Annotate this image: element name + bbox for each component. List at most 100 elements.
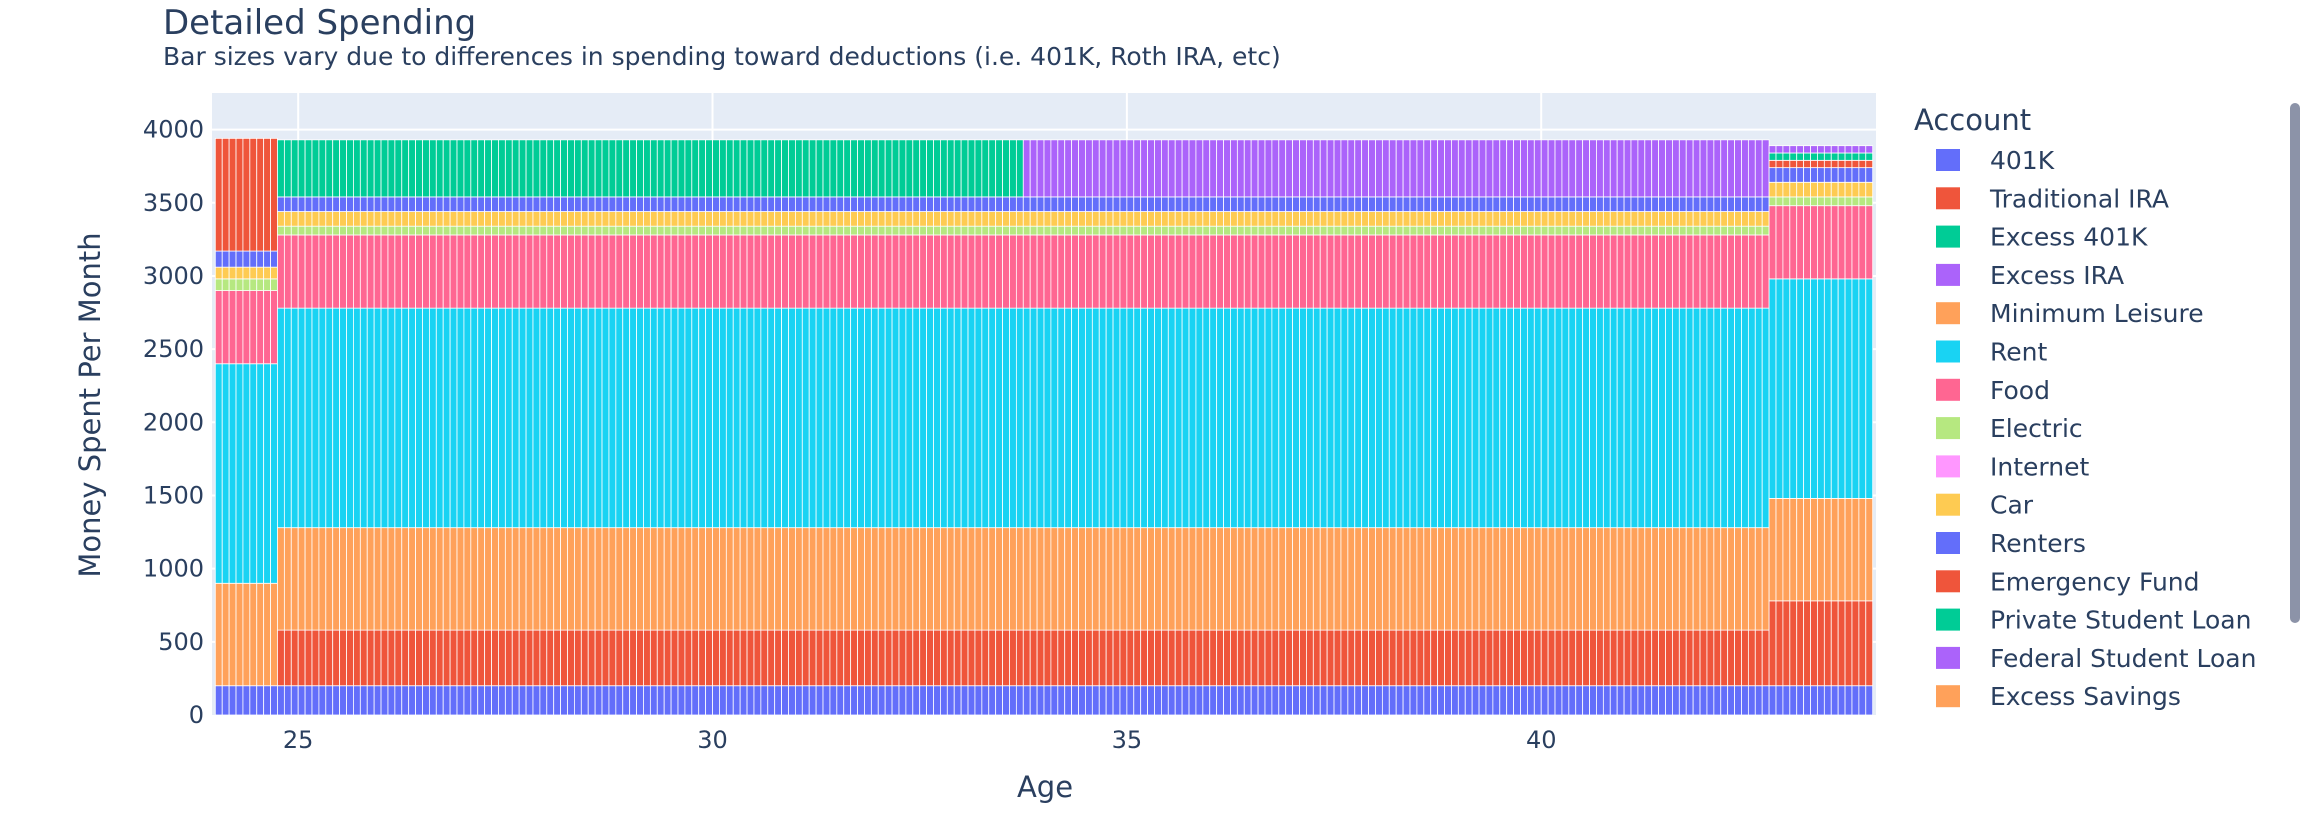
bar-segment[interactable] [242, 363, 251, 584]
bar-segment[interactable] [1091, 225, 1100, 236]
bar-segment[interactable] [670, 139, 679, 198]
bar-segment[interactable] [891, 139, 900, 198]
bar-segment[interactable] [1036, 527, 1045, 631]
bar-segment[interactable] [1264, 211, 1273, 227]
bar-segment[interactable] [1796, 159, 1805, 169]
legend-item[interactable]: Excess 401K [1936, 223, 2148, 252]
bar-segment[interactable] [1457, 225, 1466, 236]
bar-segment[interactable] [1823, 181, 1832, 198]
bar-segment[interactable] [1437, 307, 1445, 529]
bar-segment[interactable] [767, 527, 776, 631]
bar-segment[interactable] [1810, 145, 1818, 154]
bar-segment[interactable] [1202, 629, 1211, 687]
bar-segment[interactable] [1009, 307, 1017, 529]
bar-segment[interactable] [877, 196, 886, 212]
bar-segment[interactable] [1091, 307, 1100, 529]
bar-segment[interactable] [850, 234, 858, 309]
bar-segment[interactable] [1602, 234, 1611, 309]
bar-segment[interactable] [1064, 196, 1073, 212]
bar-segment[interactable] [601, 139, 610, 198]
bar-segment[interactable] [1057, 629, 1066, 687]
bar-segment[interactable] [1174, 196, 1183, 212]
bar-segment[interactable] [1002, 685, 1010, 716]
bar-segment[interactable] [953, 225, 962, 236]
bar-segment[interactable] [1526, 629, 1535, 687]
bar-segment[interactable] [981, 527, 990, 631]
bar-segment[interactable] [1223, 211, 1231, 227]
bar-segment[interactable] [1485, 307, 1494, 529]
bar-segment[interactable] [808, 629, 817, 687]
bar-segment[interactable] [1091, 629, 1100, 687]
bar-segment[interactable] [622, 629, 631, 687]
bar-segment[interactable] [615, 629, 624, 687]
bar-segment[interactable] [387, 685, 396, 716]
bar-segment[interactable] [1685, 211, 1694, 227]
bar-segment[interactable] [829, 211, 838, 227]
bar-segment[interactable] [387, 211, 396, 227]
bar-segment[interactable] [1209, 685, 1218, 716]
bar-segment[interactable] [1347, 196, 1356, 212]
bar-segment[interactable] [739, 211, 748, 227]
bar-segment[interactable] [788, 685, 796, 716]
bar-segment[interactable] [1368, 527, 1376, 631]
bar-segment[interactable] [1851, 600, 1860, 687]
bar-segment[interactable] [214, 582, 223, 687]
bar-segment[interactable] [1050, 685, 1059, 716]
bar-segment[interactable] [1444, 307, 1452, 529]
bar-segment[interactable] [560, 234, 568, 309]
bar-segment[interactable] [1720, 211, 1729, 227]
bar-segment[interactable] [739, 139, 748, 198]
bar-segment[interactable] [1823, 205, 1832, 280]
bar-segment[interactable] [884, 225, 893, 236]
bar-segment[interactable] [988, 234, 997, 309]
bar-segment[interactable] [1368, 211, 1376, 227]
bar-segment[interactable] [1478, 527, 1487, 631]
bar-segment[interactable] [511, 629, 520, 687]
bar-segment[interactable] [346, 685, 354, 716]
bar-segment[interactable] [794, 685, 803, 716]
bar-segment[interactable] [691, 629, 700, 687]
bar-segment[interactable] [580, 629, 589, 687]
bar-segment[interactable] [1388, 527, 1397, 631]
bar-segment[interactable] [1589, 629, 1597, 687]
bar-segment[interactable] [1216, 629, 1224, 687]
bar-segment[interactable] [1050, 527, 1059, 631]
bar-segment[interactable] [912, 234, 921, 309]
bar-segment[interactable] [1333, 307, 1342, 529]
bar-segment[interactable] [1154, 234, 1162, 309]
bar-segment[interactable] [1230, 234, 1238, 309]
bar-segment[interactable] [1029, 225, 1038, 236]
bar-segment[interactable] [353, 234, 361, 309]
bar-segment[interactable] [594, 629, 603, 687]
bar-segment[interactable] [1416, 196, 1425, 212]
bar-segment[interactable] [1230, 307, 1238, 529]
bar-segment[interactable] [1271, 225, 1280, 236]
bar-segment[interactable] [1202, 527, 1211, 631]
bar-segment[interactable] [387, 225, 396, 236]
bar-segment[interactable] [905, 211, 914, 227]
bar-segment[interactable] [359, 527, 368, 631]
bar-segment[interactable] [870, 527, 879, 631]
bar-segment[interactable] [484, 211, 492, 227]
bar-segment[interactable] [256, 278, 265, 291]
bar-segment[interactable] [1015, 225, 1024, 236]
bar-segment[interactable] [1078, 234, 1086, 309]
bar-segment[interactable] [884, 139, 893, 198]
bar-segment[interactable] [1119, 629, 1128, 687]
bar-segment[interactable] [719, 629, 727, 687]
bar-segment[interactable] [940, 629, 948, 687]
bar-segment[interactable] [1741, 307, 1749, 529]
bar-segment[interactable] [283, 225, 292, 236]
bar-segment[interactable] [1575, 139, 1584, 198]
bar-segment[interactable] [1575, 685, 1584, 716]
bar-segment[interactable] [767, 685, 776, 716]
bar-segment[interactable] [422, 225, 430, 236]
bar-segment[interactable] [1513, 307, 1521, 529]
bar-segment[interactable] [1699, 629, 1708, 687]
bar-segment[interactable] [1499, 225, 1508, 236]
bar-segment[interactable] [1140, 685, 1148, 716]
bar-segment[interactable] [1803, 196, 1811, 207]
bar-segment[interactable] [311, 527, 320, 631]
bar-segment[interactable] [1789, 278, 1798, 499]
bar-segment[interactable] [1264, 225, 1273, 236]
